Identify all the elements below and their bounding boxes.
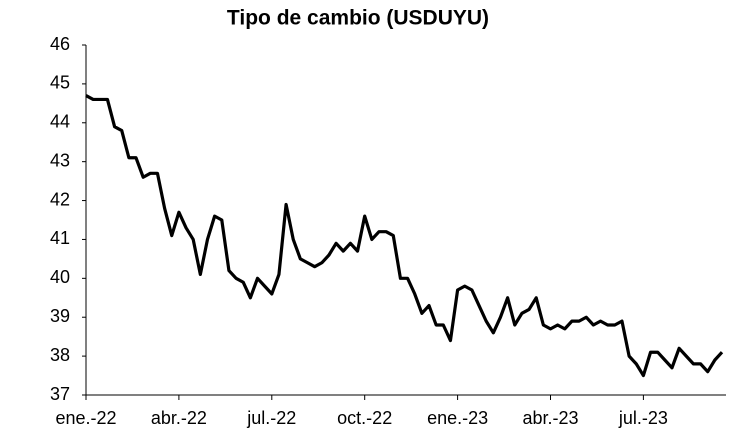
y-tick-label: 37	[50, 384, 70, 404]
y-tick-label: 42	[50, 189, 70, 209]
y-tick-label: 41	[50, 228, 70, 248]
x-tick-label: jul.-22	[246, 408, 296, 428]
y-tick-label: 40	[50, 267, 70, 287]
x-tick-label: ene.-23	[427, 408, 488, 428]
y-tick-label: 43	[50, 150, 70, 170]
y-tick-label: 39	[50, 306, 70, 326]
x-tick-label: abr.-23	[522, 408, 578, 428]
x-tick-label: abr.-22	[151, 408, 207, 428]
x-tick-label: ene.-22	[55, 408, 116, 428]
y-tick-label: 45	[50, 73, 70, 93]
y-tick-label: 46	[50, 34, 70, 54]
y-tick-label: 38	[50, 345, 70, 365]
y-tick-label: 44	[50, 112, 70, 132]
x-tick-label: jul.-23	[618, 408, 668, 428]
chart-title: Tipo de cambio (USDUYU)	[227, 7, 489, 30]
x-tick-label: oct.-22	[337, 408, 392, 428]
line-series	[85, 94, 724, 378]
